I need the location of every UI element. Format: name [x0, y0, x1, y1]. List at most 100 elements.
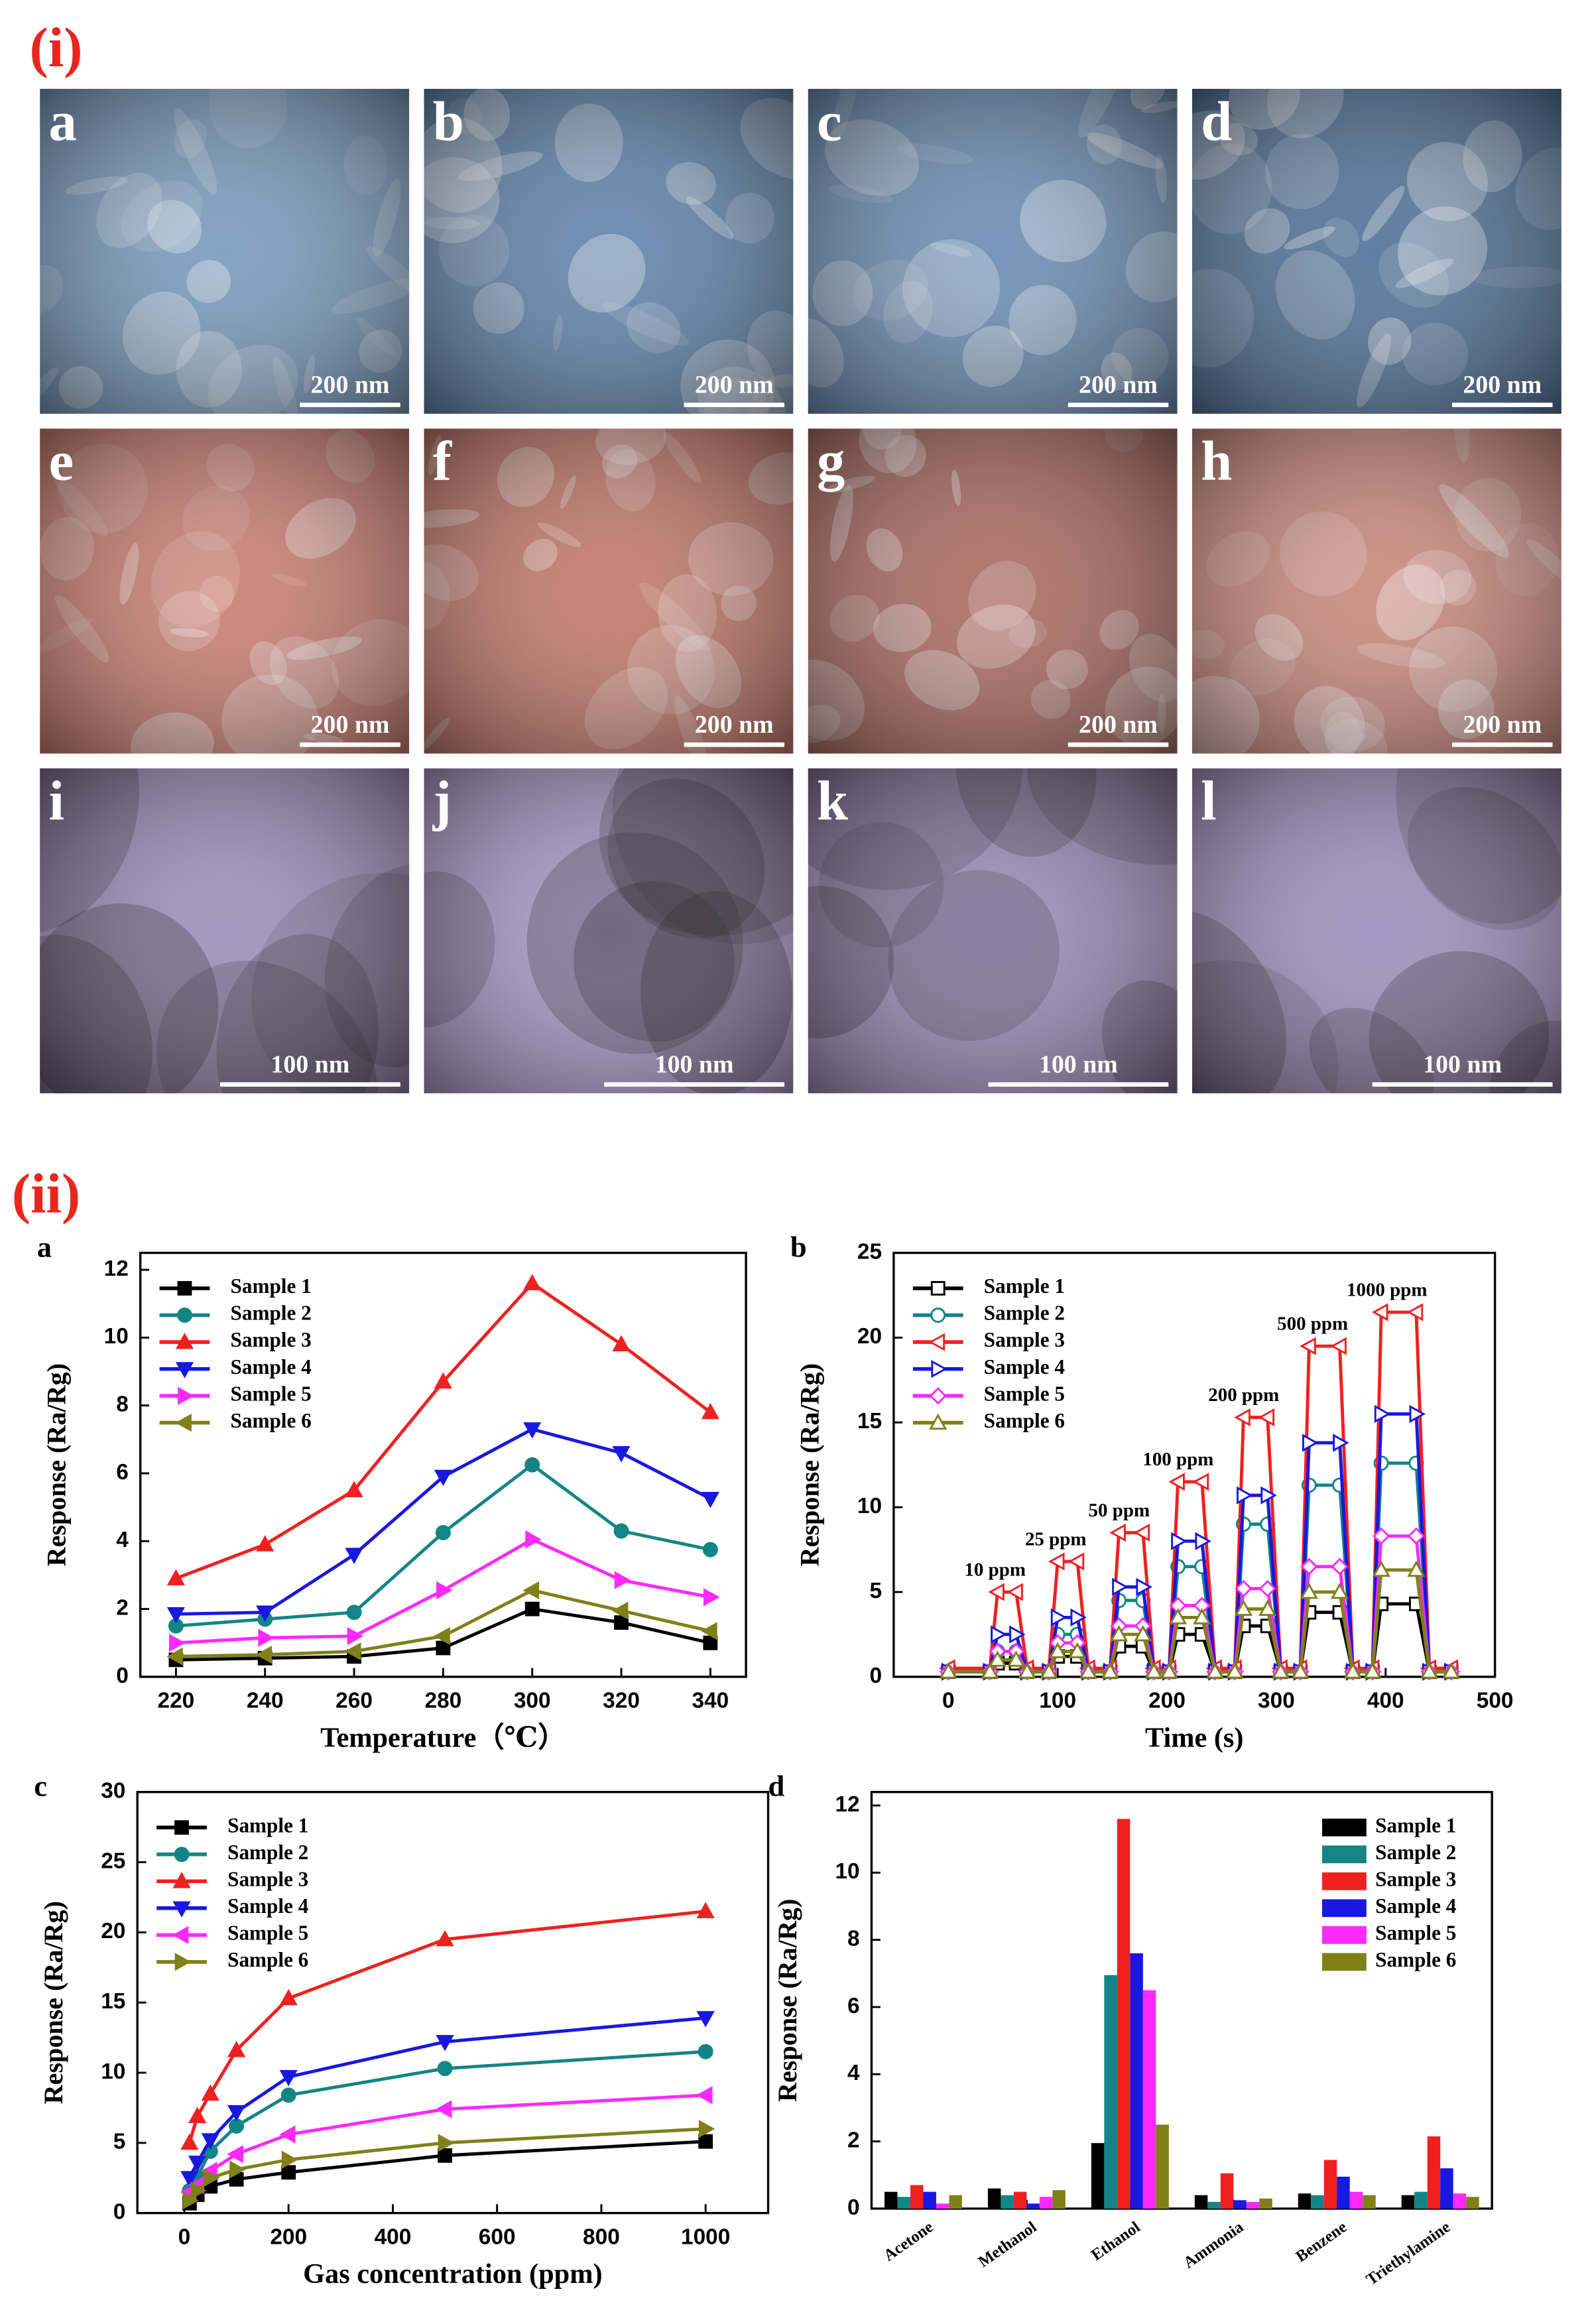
marker — [227, 2145, 243, 2164]
marker — [166, 1647, 183, 1666]
marker — [1234, 1599, 1253, 1616]
marker — [437, 2061, 453, 2077]
marker — [991, 1625, 1007, 1644]
marker — [613, 1523, 629, 1539]
marker — [188, 2156, 207, 2172]
marker — [1234, 1408, 1251, 1427]
y-tick-label: 20 — [857, 1324, 882, 1349]
panel-letter: a — [37, 1230, 52, 1263]
panel-letter: g — [817, 431, 845, 493]
legend-marker — [931, 1360, 947, 1378]
legend-swatch — [1321, 1899, 1367, 1918]
marker — [1374, 1404, 1391, 1424]
marker — [1333, 1434, 1349, 1452]
marker — [1237, 1486, 1253, 1504]
bar — [1130, 1953, 1143, 2209]
marker — [1300, 1337, 1316, 1355]
panel-letter: c — [817, 91, 842, 153]
legend-swatch — [1321, 1845, 1367, 1864]
x-axis-label: Gas concentration (ppm) — [303, 2258, 602, 2290]
legend-label: Sample 5 — [231, 1382, 312, 1405]
x-tick-label: 200 — [270, 2225, 307, 2249]
marker — [227, 2105, 246, 2122]
marker — [988, 1583, 1005, 1601]
marker — [930, 1308, 946, 1323]
marker — [166, 1569, 185, 1585]
marker — [1136, 1577, 1152, 1596]
scale-bar-label: 100 nm — [655, 1050, 734, 1078]
bar — [897, 2197, 910, 2209]
x-axis-label: Time (s) — [1145, 1722, 1244, 1753]
bar — [1117, 1819, 1130, 2209]
marker — [436, 1581, 453, 1600]
legend-label: Sample 2 — [227, 1841, 308, 1864]
part-label: (ii) — [12, 1164, 80, 1225]
bar — [1323, 2160, 1337, 2209]
annotation: 1000 ppm — [1347, 1279, 1427, 1300]
marker — [1144, 1662, 1163, 1679]
micrograph: e 200 nm — [40, 428, 410, 754]
marker — [229, 2118, 245, 2134]
bar — [1427, 2136, 1441, 2209]
legend-swatch — [1321, 1872, 1367, 1890]
legend-label: Sample 6 — [984, 1409, 1065, 1432]
x-tick-label: 400 — [1367, 1689, 1404, 1713]
panel-letter: c — [34, 1769, 47, 1802]
bar — [1311, 2195, 1324, 2209]
micrograph-shade — [40, 428, 410, 754]
marker — [346, 1605, 362, 1621]
bar — [1220, 2173, 1234, 2209]
marker — [1134, 1624, 1152, 1642]
panel-letter: k — [817, 770, 848, 832]
bar — [1194, 2195, 1208, 2209]
marker — [1258, 1599, 1277, 1616]
legend-marker — [172, 1901, 191, 1918]
marker — [1442, 1662, 1461, 1679]
legend-swatch — [1321, 1818, 1367, 1837]
y-tick-label: 15 — [857, 1409, 882, 1434]
legend-marker — [929, 1413, 947, 1430]
x-tick-label: 500 — [1477, 1689, 1514, 1713]
plot-frame — [892, 1251, 1496, 1678]
panel-letter: d — [768, 1769, 785, 1802]
marker — [1406, 1303, 1424, 1321]
marker — [175, 1332, 194, 1349]
marker — [988, 1650, 1007, 1667]
legend-marker — [930, 1281, 946, 1296]
marker — [1101, 1662, 1119, 1679]
marker — [1258, 1579, 1276, 1598]
panel-letter: b — [433, 91, 464, 153]
scale-bar-label: 100 nm — [1423, 1050, 1502, 1078]
y-tick-label: 2 — [847, 2128, 860, 2152]
legend-label: Sample 5 — [984, 1382, 1065, 1405]
y-tick-label: 10 — [101, 2059, 125, 2084]
marker — [1407, 1560, 1426, 1577]
marker — [166, 1607, 185, 1624]
marker — [280, 2087, 296, 2103]
marker — [190, 2181, 207, 2200]
y-tick-label: 6 — [847, 1994, 860, 2018]
bar — [1298, 2193, 1312, 2209]
legend-label: Sample 1 — [227, 1813, 308, 1837]
bar — [1349, 2191, 1363, 2209]
marker — [701, 1622, 717, 1640]
marker — [522, 1581, 540, 1600]
marker — [703, 1588, 720, 1607]
x-tick-label: 100 — [1039, 1689, 1076, 1713]
marker — [1171, 1532, 1188, 1550]
legend-label: Sample 1 — [231, 1274, 312, 1298]
y-tick-label: 10 — [857, 1494, 882, 1518]
marker — [347, 1626, 364, 1646]
legend-label: Sample 3 — [1375, 1867, 1456, 1890]
marker — [256, 1605, 275, 1622]
marker — [525, 1530, 542, 1549]
marker — [696, 2011, 715, 2028]
marker — [703, 1635, 718, 1650]
scale-bar-label: 200 nm — [311, 711, 390, 739]
annotation: 200 ppm — [1208, 1384, 1279, 1406]
y-tick-label: 0 — [113, 2199, 126, 2224]
micrograph-content — [40, 768, 410, 1093]
marker — [1193, 1608, 1211, 1624]
x-tick-label: 1000 — [681, 2225, 730, 2249]
bar — [1039, 2197, 1053, 2209]
